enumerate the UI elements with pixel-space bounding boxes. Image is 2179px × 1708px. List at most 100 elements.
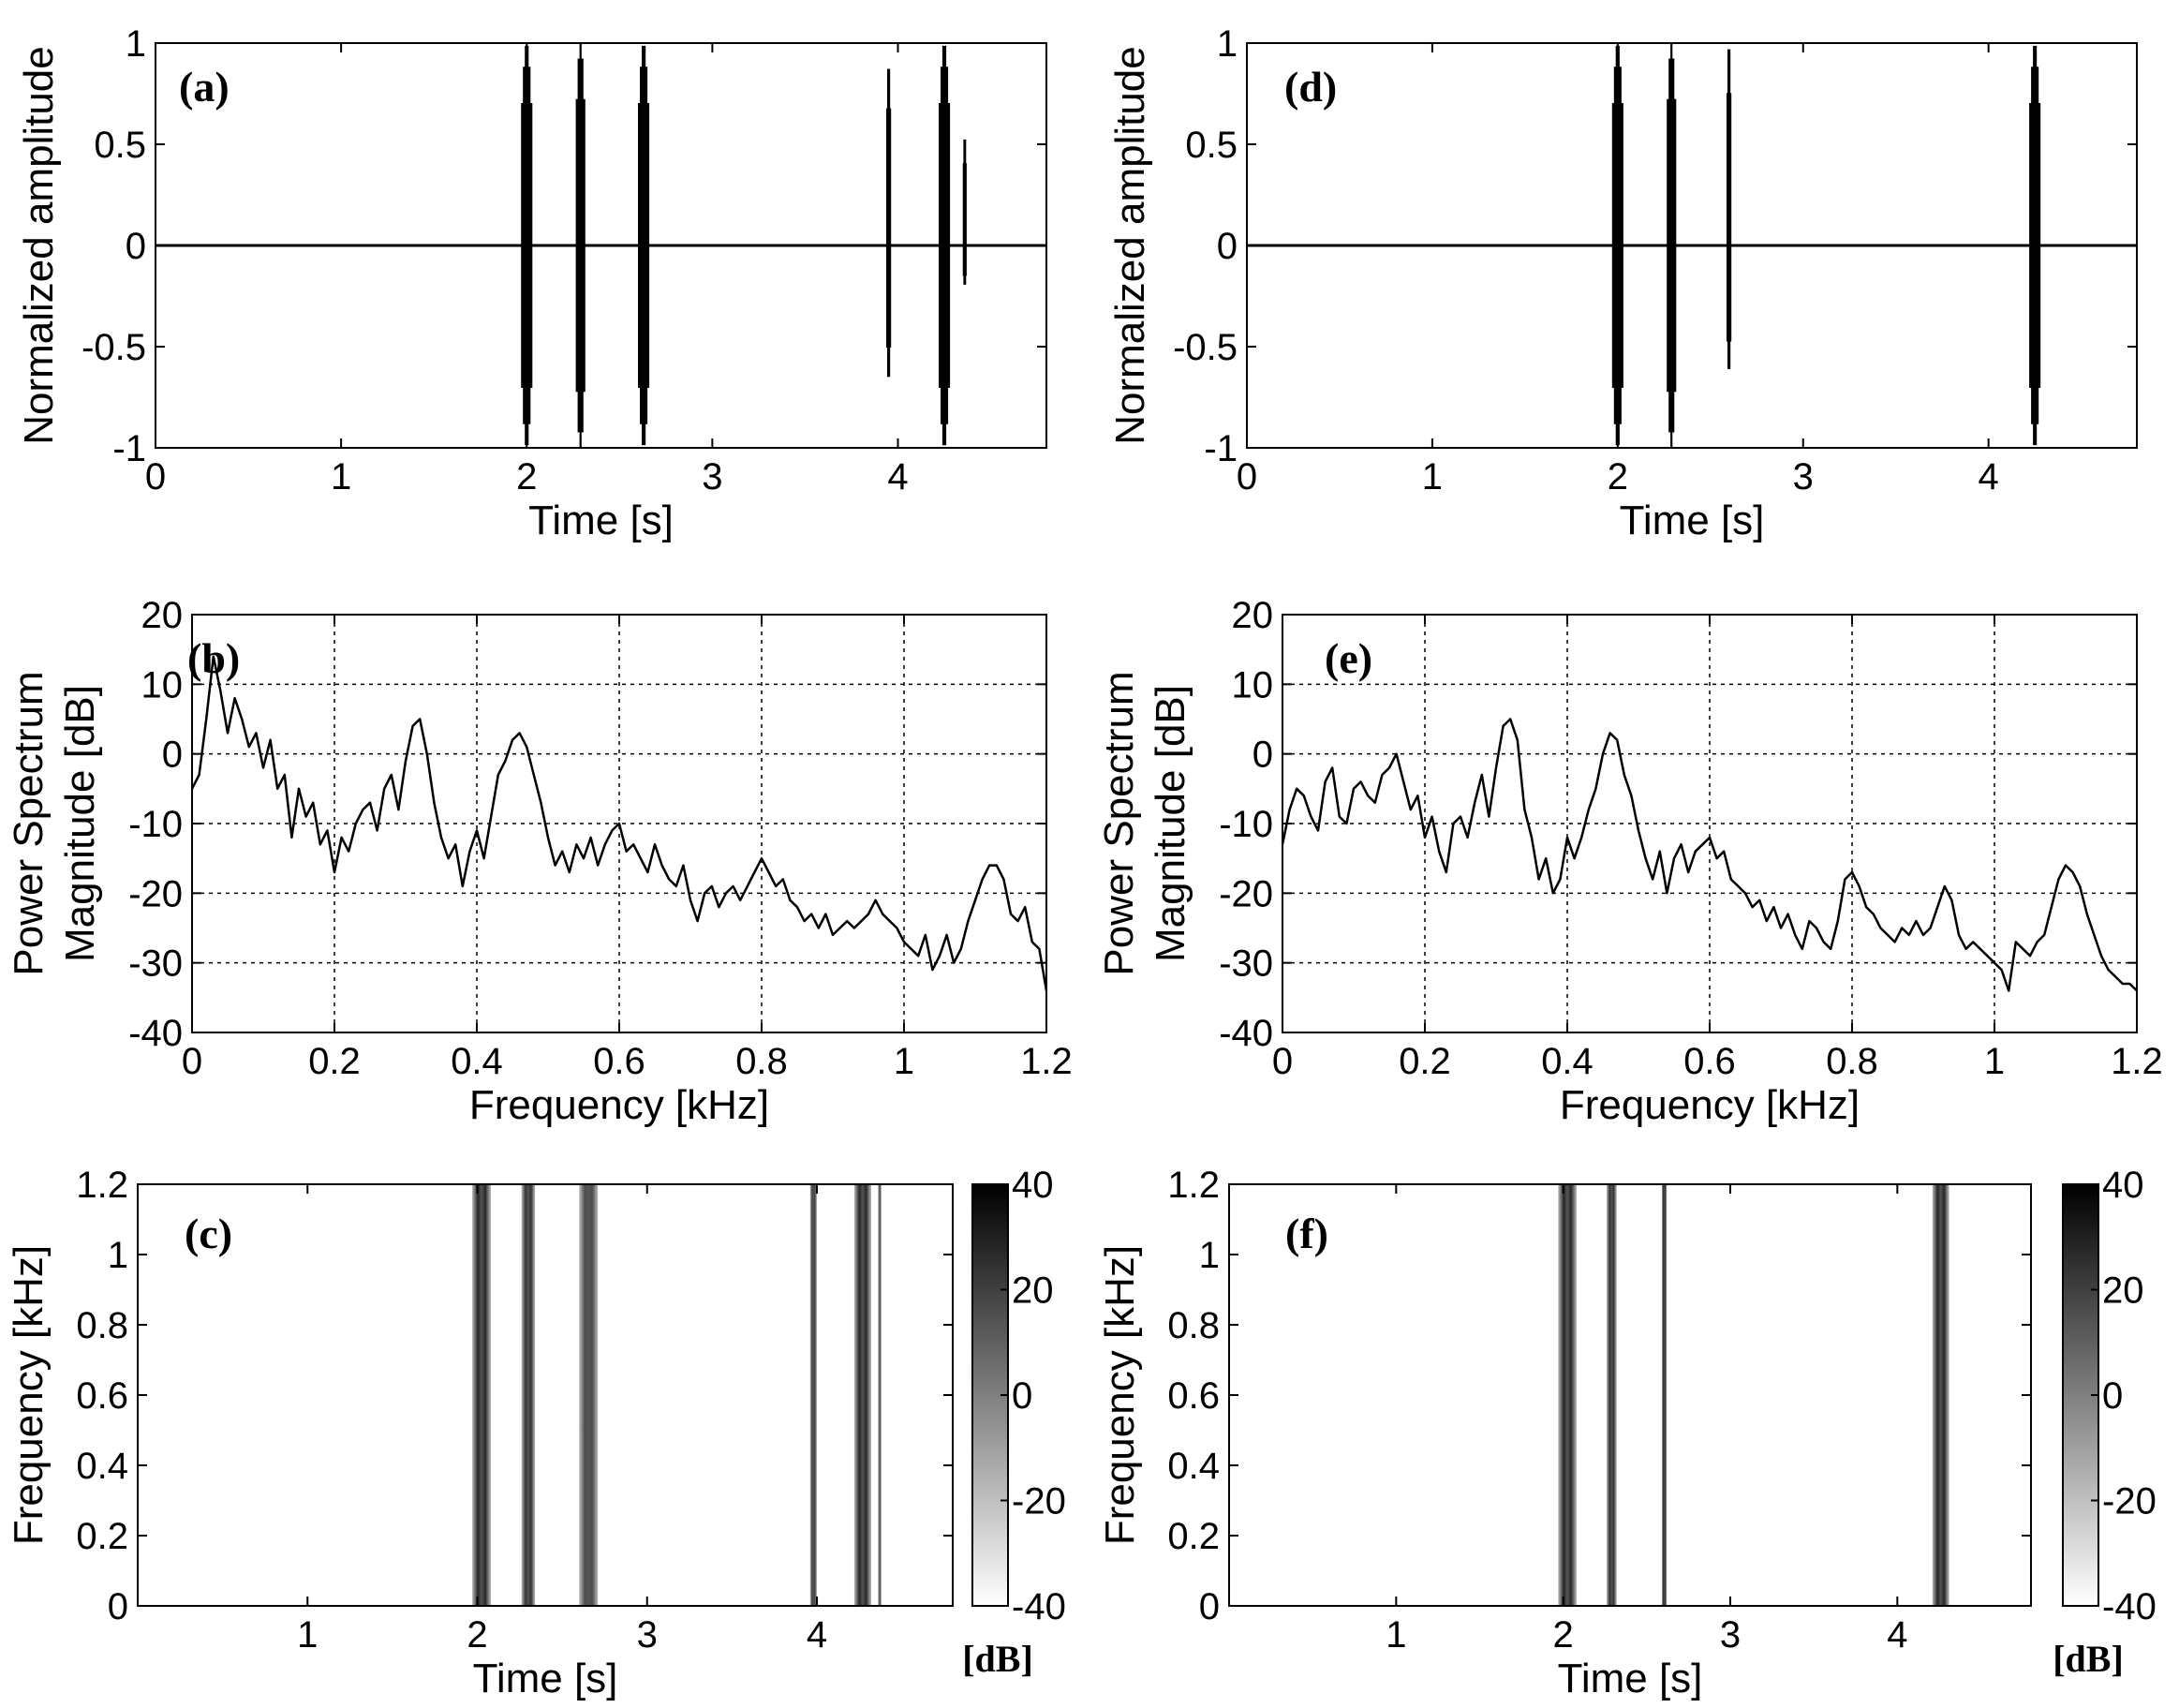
x-axis-label: Frequency [kHz]: [1560, 1082, 1860, 1128]
signal-burst-trace: [886, 68, 892, 378]
x-tick-label: 3: [702, 456, 722, 498]
x-tick-label: 2: [1608, 456, 1628, 498]
x-tick-label: 0: [182, 1041, 202, 1082]
x-tick-label: 0: [1237, 456, 1257, 498]
x-axis-label: Time [s]: [473, 1656, 618, 1701]
y-tick-label: 0: [162, 735, 183, 776]
spectrogram-band-fill: [878, 1184, 882, 1606]
x-tick-label: 1.2: [2111, 1041, 2163, 1082]
y-tick-label: 0: [126, 226, 146, 267]
y-tick-label: 20: [141, 595, 184, 636]
y-axis-label: Frequency [kHz]: [1097, 1245, 1143, 1545]
x-axis-label: Time [s]: [1558, 1656, 1703, 1701]
x-tick-label: 0.8: [1826, 1041, 1878, 1082]
y-tick-label: -0.5: [82, 327, 146, 368]
y-tick-label: 0.2: [76, 1516, 128, 1557]
y-axis-label: Normalized amplitude: [16, 46, 62, 445]
y-tick-label: 0: [1199, 1586, 1220, 1627]
spectrogram-band: [1558, 1184, 1577, 1606]
x-tick-label: 0: [145, 456, 166, 498]
signal-burst-trace: [2029, 45, 2041, 446]
x-tick-label: 0.2: [1399, 1041, 1451, 1082]
colorbar-tick-label: 20: [2102, 1270, 2144, 1312]
colorbar-tick-label: 20: [1012, 1270, 1054, 1312]
x-tick-label: 4: [1979, 456, 1999, 498]
y-axis-label-line-2: Magnitude [dB]: [57, 685, 103, 962]
x-tick-label: 1: [1422, 456, 1443, 498]
y-axis-label-line-1: Power Spectrum: [1096, 671, 1142, 975]
y-tick-label: -30: [1219, 943, 1273, 985]
panel-label: (b): [187, 634, 240, 682]
y-tick-label: 1.2: [1167, 1165, 1220, 1206]
signal-burst: [521, 45, 533, 446]
x-tick-label: 1: [894, 1041, 914, 1082]
y-tick-label: -20: [128, 873, 183, 914]
spectrogram-band-fill: [1932, 1184, 1949, 1606]
chart-panel-a: 0 1 2 3 4 -1 -0.5 0 0.5 1 Time [s] Normalized ampli…: [16, 23, 1047, 543]
spectrogram-band-fill: [809, 1184, 817, 1606]
colorbar-tick-label: 0: [2102, 1375, 2123, 1417]
x-tick-label: 0.8: [735, 1041, 788, 1082]
signal-burst-trace: [575, 43, 586, 448]
signal-burst: [1667, 43, 1677, 448]
colorbar-tick-label: 40: [1012, 1165, 1054, 1206]
y-tick-label: 1: [1217, 23, 1238, 65]
x-tick-label: 0.4: [1541, 1041, 1593, 1082]
signal-burst: [939, 45, 951, 446]
spectrum-line: [1281, 718, 2138, 992]
x-tick-label: 0.4: [451, 1041, 503, 1082]
x-tick-label: 3: [1793, 456, 1814, 498]
x-tick-label: 0.6: [1683, 1041, 1736, 1082]
y-tick-label: 1: [1199, 1235, 1220, 1276]
y-tick-label: 0.6: [1167, 1375, 1220, 1417]
x-tick-label: 3: [1720, 1614, 1741, 1656]
y-tick-label: 10: [141, 664, 184, 705]
colorbar-tick-label: -20: [2102, 1481, 2157, 1522]
y-tick-label: 1: [108, 1235, 128, 1276]
colorbar-tick-label: -40: [2102, 1586, 2157, 1627]
x-axis-label: Time [s]: [1620, 498, 1765, 543]
signal-burst-trace: [1667, 43, 1677, 448]
x-tick-label: 0.6: [593, 1041, 645, 1082]
panel-label: (a): [179, 63, 230, 111]
signal-burst: [962, 139, 967, 285]
spectrogram-band: [472, 1184, 491, 1606]
spectrogram-band-fill: [1607, 1184, 1617, 1606]
plot-area: [1229, 1184, 2031, 1606]
y-tick-label: -40: [128, 1013, 183, 1054]
signal-burst: [575, 43, 586, 448]
chart-panel-d: 0 1 2 3 4 -1 -0.5 0 0.5 1 Time [s] Normalized ampli…: [1107, 23, 2138, 543]
spectrogram-band: [579, 1184, 599, 1606]
spectrogram-band-fill: [579, 1184, 599, 1606]
y-tick-label: 0.8: [1167, 1305, 1220, 1346]
x-tick-label: 1.2: [1020, 1041, 1073, 1082]
y-tick-label: -40: [1219, 1013, 1273, 1054]
spectrogram-band: [521, 1184, 536, 1606]
y-tick-label: 1: [126, 23, 146, 65]
y-axis-label-line-1: Power Spectrum: [6, 671, 52, 975]
panel-label: (f): [1285, 1210, 1328, 1257]
y-tick-label: -20: [1219, 873, 1273, 914]
y-tick-label: 0.2: [1167, 1516, 1220, 1557]
panel-label: (e): [1325, 634, 1372, 682]
spectrogram-band: [1932, 1184, 1949, 1606]
x-tick-label: 0: [1272, 1041, 1293, 1082]
colorbar-tick-label: -20: [1012, 1481, 1066, 1522]
x-tick-label: 1: [1984, 1041, 2005, 1082]
y-tick-label: -1: [112, 428, 146, 469]
plot-area: [138, 1184, 953, 1606]
y-tick-label: 0: [1217, 226, 1238, 267]
signal-burst: [1727, 49, 1732, 369]
y-tick-label: 0: [108, 1586, 128, 1627]
colorbar-unit-label: [dB]: [962, 1638, 1033, 1680]
chart-panel-b: 0 0.2 0.4 0.6 0.8 1 1.2 -40 -30 -20 -10 0 10 20 Freque…: [6, 595, 1073, 1128]
panel-label: (c): [185, 1210, 232, 1257]
spectrogram-band-fill: [521, 1184, 536, 1606]
x-axis-label: Time [s]: [528, 498, 674, 543]
x-tick-label: 1: [1386, 1614, 1406, 1656]
x-tick-label: 0.2: [308, 1041, 361, 1082]
spectrogram-band: [878, 1184, 882, 1606]
colorbar-tick-label: 0: [1012, 1375, 1032, 1417]
spectrogram-band-fill: [1661, 1184, 1668, 1606]
signal-burst: [1611, 45, 1623, 446]
